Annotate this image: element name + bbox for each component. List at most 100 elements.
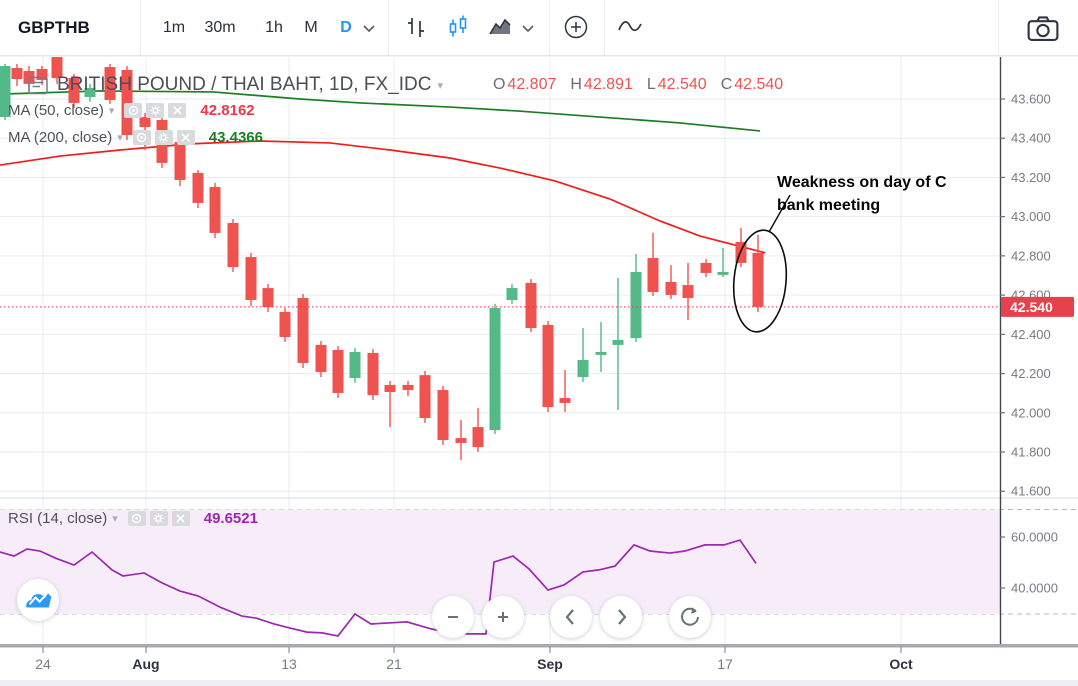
area-style-icon[interactable] xyxy=(486,13,514,41)
zoom-out-icon xyxy=(448,616,458,618)
ma200-line xyxy=(0,90,761,132)
toolbar-separator xyxy=(140,0,141,55)
series-title[interactable]: BRITISH POUND / THAI BAHT, 1D, FX_IDC xyxy=(57,74,432,95)
pan-left-button[interactable] xyxy=(550,596,592,638)
candle xyxy=(559,398,571,403)
indicator-chevron-icon[interactable]: ▾ xyxy=(112,513,118,525)
rsi-tick-label: 60.0000 xyxy=(1011,530,1058,545)
candles xyxy=(0,57,764,461)
toolbar-separator xyxy=(388,0,389,55)
chart-logo-icon xyxy=(26,593,52,608)
candle xyxy=(506,288,518,301)
compare-add-icon[interactable] xyxy=(562,13,590,41)
interval-M[interactable]: M xyxy=(304,19,318,36)
ohlc-values: O 42.807 H 42.891 L 42.540 C 42.540 xyxy=(479,76,783,94)
zoom-out-button[interactable] xyxy=(432,596,474,638)
time-tick-label: 17 xyxy=(717,656,733,672)
ohlc-key: O xyxy=(492,76,506,93)
pan-right-button[interactable] xyxy=(600,596,642,638)
indicator-name[interactable]: MA (50, close) xyxy=(8,102,104,119)
indicator-name[interactable]: MA (200, close) xyxy=(8,129,113,146)
close-icon[interactable] xyxy=(168,103,187,118)
time-axis[interactable]: 24 Aug 13 21 Sep 17 Oct xyxy=(35,647,913,672)
symbol-name[interactable]: GBPTHB xyxy=(18,18,90,37)
candle xyxy=(104,67,116,100)
candle xyxy=(577,360,589,378)
candle xyxy=(84,88,96,98)
price-tick-label: 42.000 xyxy=(1011,405,1051,420)
bars-style-icon[interactable] xyxy=(402,13,430,41)
candles-style-icon[interactable] xyxy=(444,13,472,41)
candle xyxy=(612,340,624,345)
toolbar-separator xyxy=(549,0,550,55)
price-axis[interactable]: 43.60043.40043.20043.00042.80042.60042.4… xyxy=(1000,92,1074,596)
ma200-legend: MA (200, close) ▾ 43.4366 xyxy=(8,129,263,146)
candle xyxy=(630,271,642,339)
ohlc-key: L xyxy=(646,76,656,93)
interval-chevron-down-icon[interactable] xyxy=(362,24,376,33)
indicator-name[interactable]: RSI (14, close) xyxy=(8,510,108,527)
price-tick-label: 43.400 xyxy=(1011,131,1051,146)
chart-logo-button[interactable] xyxy=(17,579,59,621)
camera-icon[interactable] xyxy=(1024,13,1062,43)
price-tick-label: 42.200 xyxy=(1011,366,1051,381)
interval-30m[interactable]: 30m xyxy=(204,19,236,36)
pan-left-icon xyxy=(565,609,574,625)
candle xyxy=(51,57,63,79)
candle xyxy=(245,257,257,301)
candle xyxy=(595,351,607,355)
candle xyxy=(0,66,11,118)
candle xyxy=(262,288,274,308)
ma50-line xyxy=(0,140,766,254)
visibility-icon[interactable] xyxy=(127,511,146,526)
visibility-icon[interactable] xyxy=(124,103,143,118)
indicator-chevron-icon[interactable]: ▾ xyxy=(108,105,115,117)
interval-1h[interactable]: 1h xyxy=(265,19,283,36)
settings-icon[interactable] xyxy=(154,130,173,145)
candle xyxy=(489,308,501,431)
close-icon[interactable] xyxy=(171,511,190,526)
candle xyxy=(279,311,291,338)
series-menu-icon[interactable] xyxy=(28,76,49,95)
indicator-chevron-icon[interactable]: ▾ xyxy=(117,132,123,144)
indicator-buttons xyxy=(127,511,190,526)
top-toolbar: GBPTHB 1m 30m 1h M D xyxy=(0,0,1078,56)
rsi-tick-label: 40.0000 xyxy=(1011,581,1058,596)
candle xyxy=(700,262,712,273)
reset-view-button[interactable] xyxy=(669,596,711,638)
close-icon[interactable] xyxy=(176,130,195,145)
rsi-line xyxy=(0,539,757,637)
annotation-ellipse xyxy=(732,229,788,333)
style-chevron-down-icon[interactable] xyxy=(521,24,535,33)
visibility-icon[interactable] xyxy=(132,130,151,145)
toolbar-separator xyxy=(604,0,605,55)
candle xyxy=(455,438,467,443)
candle xyxy=(437,390,449,441)
zoom-in-button[interactable] xyxy=(482,596,524,638)
series-chevron-icon[interactable]: ▾ xyxy=(437,79,443,92)
ohlc-value: 42.807 xyxy=(507,76,557,93)
annotation-line1: Weakness on day of C xyxy=(777,174,947,191)
ma50-legend: MA (50, close) ▾ 42.8162 xyxy=(8,102,255,119)
pan-right-icon xyxy=(618,609,627,625)
interval-1m[interactable]: 1m xyxy=(162,19,186,36)
candle xyxy=(192,172,204,203)
time-axis-separator xyxy=(0,644,1078,648)
candle xyxy=(349,351,361,379)
line-chart-icon[interactable] xyxy=(616,13,644,41)
ohlc-value: 42.891 xyxy=(583,76,633,93)
candle xyxy=(682,285,694,299)
candle xyxy=(717,271,729,275)
candle xyxy=(11,68,23,79)
candle xyxy=(384,384,396,392)
candle xyxy=(402,384,414,391)
time-tick-label: 21 xyxy=(386,656,402,672)
settings-icon[interactable] xyxy=(146,103,165,118)
candle xyxy=(121,69,133,136)
interval-D[interactable]: D xyxy=(340,19,352,36)
settings-icon[interactable] xyxy=(149,511,168,526)
time-tick-label: 13 xyxy=(281,656,297,672)
annotation-line2: bank meeting xyxy=(777,197,881,214)
